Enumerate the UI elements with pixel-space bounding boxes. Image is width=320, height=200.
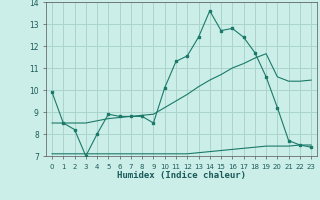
X-axis label: Humidex (Indice chaleur): Humidex (Indice chaleur) (117, 171, 246, 180)
